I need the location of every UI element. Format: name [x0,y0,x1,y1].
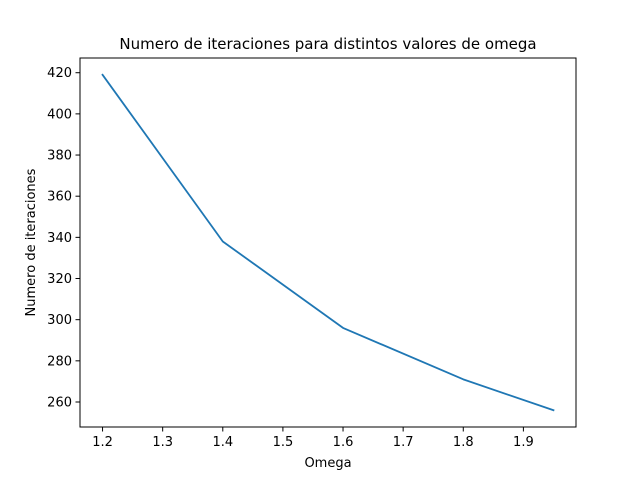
x-tick-label: 1.4 [212,435,233,450]
x-tick-label: 1.9 [513,435,534,450]
y-tick-label: 400 [47,107,72,122]
y-axis: 260 280 300 320 340 360 380 400 420 [47,66,80,410]
x-axis: 1.2 1.3 1.4 1.5 1.6 1.7 1.8 1.9 [92,427,534,450]
y-tick-label: 340 [47,231,72,246]
y-tick-label: 300 [47,313,72,328]
plot-background [80,58,576,427]
plot-frame [79,57,577,428]
x-tick-label: 1.7 [393,435,414,450]
chart-title: Numero de iteraciones para distintos val… [119,35,536,53]
x-tick-label: 1.8 [453,435,474,450]
x-axis-label: Omega [304,456,351,471]
y-tick-label: 280 [47,354,72,369]
y-tick-label: 380 [47,149,72,164]
x-tick-label: 1.6 [333,435,354,450]
series-line [101,73,555,412]
y-axis-label: Numero de iteraciones [24,168,39,316]
x-tick-label: 1.3 [152,435,173,450]
x-tick-label: 1.5 [273,435,294,450]
y-tick-label: 320 [47,272,72,287]
x-tick-label: 1.2 [92,435,113,450]
series-layer [101,73,555,412]
y-tick-label: 420 [47,66,72,81]
y-tick-label: 260 [47,395,72,410]
y-tick-label: 360 [47,190,72,205]
